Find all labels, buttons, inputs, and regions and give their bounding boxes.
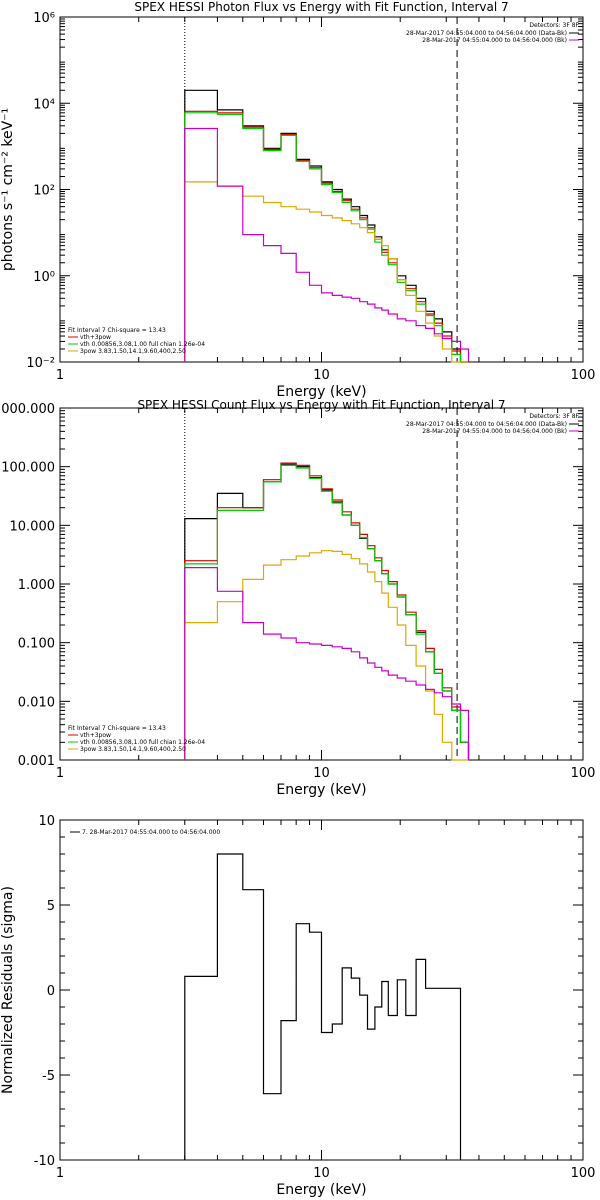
residuals-panel: 1 10 100 Energy (keV) -10 -5 0 5 10 Normalized Re… bbox=[0, 814, 595, 1198]
y-tick-label: 10⁰ bbox=[33, 270, 55, 285]
y-tick-label: 1000.000 bbox=[0, 402, 55, 417]
y-tick-label: 0.001 bbox=[18, 754, 55, 769]
legend-fit-entry: vth 0.00856,3.08,1.00 full chian 1.26e-0… bbox=[80, 739, 205, 746]
x-tick-label: 100 bbox=[571, 1166, 596, 1181]
y-axis-label: Normalized Residuals (sigma) bbox=[0, 886, 16, 1094]
series-3-line bbox=[184, 181, 469, 363]
x-tick-label: 100 bbox=[571, 368, 596, 383]
x-axis-label: Energy (keV) bbox=[276, 384, 366, 400]
legend-fit-entry: 3pow 3.83,1.50,14.1,9.60,400,2.50 bbox=[80, 746, 186, 753]
legend-top-entry: 28-Mar-2017 04:55:04.000 to 04:56:04.000… bbox=[406, 421, 567, 428]
x-axis-label: Energy (keV) bbox=[276, 1182, 366, 1198]
y-tick-label: 1.000 bbox=[18, 578, 55, 593]
plot-frame bbox=[59, 407, 584, 761]
legend-entry: 7. 28-Mar-2017 04:55:04.000 to 04:56:04.… bbox=[82, 829, 220, 836]
legend-fit-entry: vth 0.00856,3.08,1.00 full chian 1.26e-0… bbox=[80, 341, 205, 348]
y-tick-label: 10.000 bbox=[10, 519, 56, 534]
chart-title: SPEX HESSI Photon Flux vs Energy with Fi… bbox=[134, 0, 508, 14]
legend-top-header: Detectors: 3F 8F bbox=[529, 413, 579, 420]
count-flux-panel: SPEX HESSI Count Flux vs Energy with Fit… bbox=[0, 398, 595, 798]
x-tick-label: 10 bbox=[313, 1166, 330, 1181]
x-axis-label: Energy (keV) bbox=[276, 782, 366, 798]
y-tick-label: 0 bbox=[47, 984, 55, 999]
series-0-line bbox=[184, 853, 462, 1160]
series-0-line bbox=[184, 463, 470, 760]
series-2-line bbox=[184, 464, 470, 760]
chart-title: SPEX HESSI Count Flux vs Energy with Fit… bbox=[137, 398, 505, 412]
series-1-line bbox=[184, 462, 470, 760]
y-tick-label: -5 bbox=[42, 1069, 55, 1084]
y-tick-label: 5 bbox=[47, 899, 55, 914]
series-1-line bbox=[184, 110, 469, 363]
y-tick-label: 10 bbox=[38, 814, 55, 829]
photon-flux-panel: SPEX HESSI Photon Flux vs Energy with Fi… bbox=[0, 0, 595, 400]
legend-fit-entry: vth+3pow bbox=[80, 334, 111, 341]
y-tick-label: 0.010 bbox=[18, 695, 55, 710]
legend-fit-entry: vth+3pow bbox=[80, 732, 111, 739]
legend-top-entry: 28-Mar-2017 04:55:04.000 to 04:56:04.000… bbox=[422, 428, 567, 435]
y-tick-label: 0.100 bbox=[18, 637, 55, 652]
x-tick-label: 10 bbox=[313, 368, 330, 383]
x-tick-label: 1 bbox=[56, 766, 64, 781]
y-tick-label: 10⁴ bbox=[33, 97, 55, 112]
series-4-line bbox=[184, 127, 470, 362]
series-4-line bbox=[184, 567, 470, 760]
x-tick-label: 10 bbox=[313, 766, 330, 781]
legend-fit-header: Fit Interval 7 Chi-square = 13.43 bbox=[68, 725, 166, 732]
y-tick-label: 10² bbox=[33, 184, 55, 199]
series-3-line bbox=[184, 550, 469, 761]
plot-frame bbox=[59, 16, 584, 363]
y-tick-label: 10⁶ bbox=[33, 11, 55, 26]
legend-fit-entry: 3pow 3.83,1.50,14.1,9.60,400,2.50 bbox=[80, 348, 186, 355]
series-2-line bbox=[184, 112, 469, 363]
y-tick-label: 100.000 bbox=[1, 461, 55, 476]
legend-top-entry: 28-Mar-2017 04:55:04.000 to 04:56:04.000… bbox=[422, 37, 567, 44]
legend-fit-header: Fit Interval 7 Chi-square = 13.43 bbox=[68, 327, 166, 334]
x-tick-label: 100 bbox=[571, 766, 596, 781]
y-tick-label: 10⁻² bbox=[26, 356, 55, 371]
y-tick-label: -10 bbox=[34, 1154, 55, 1169]
legend-top-header: Detectors: 3F 8F bbox=[529, 22, 579, 29]
x-tick-label: 1 bbox=[56, 1166, 64, 1181]
legend-top-entry: 28-Mar-2017 04:55:04.000 to 04:56:04.000… bbox=[406, 30, 567, 37]
x-tick-label: 1 bbox=[56, 368, 64, 383]
y-axis-label: photons s⁻¹ cm⁻² keV⁻¹ bbox=[0, 108, 16, 271]
